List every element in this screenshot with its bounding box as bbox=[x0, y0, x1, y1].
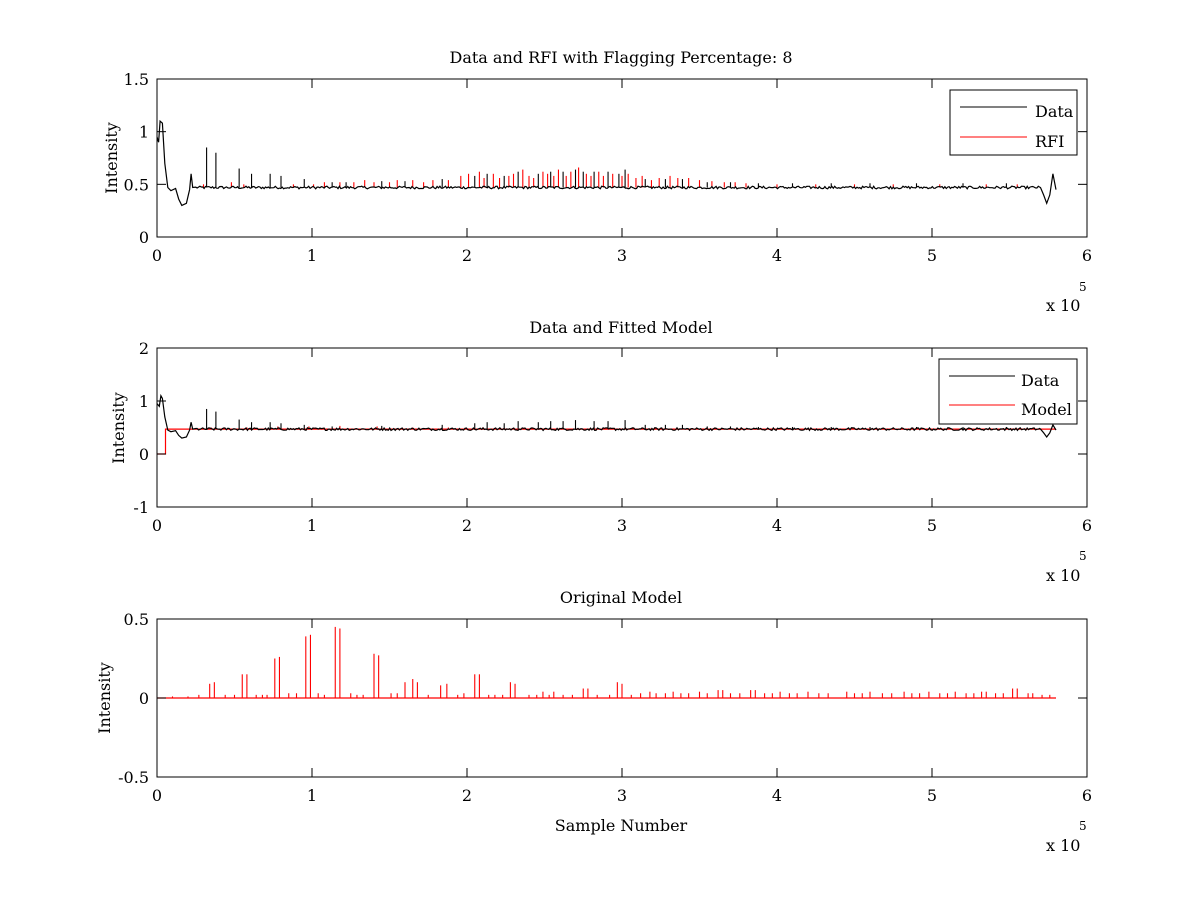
panel-rfi-series-data bbox=[156, 119, 1057, 207]
panel-original-x-exponent: 5 bbox=[1079, 819, 1087, 833]
panel-original-ylabel: Intensity bbox=[95, 662, 114, 734]
panel-original-xtick-label: 3 bbox=[617, 786, 627, 805]
panel-model-x-multiplier: x 10 bbox=[1046, 566, 1080, 585]
panel-model-title: Data and Fitted Model bbox=[529, 318, 712, 337]
panel-rfi-ytick-label: 1 bbox=[139, 123, 149, 142]
panel-model-xtick-label: 0 bbox=[152, 516, 162, 535]
panel-original-xtick-label: 5 bbox=[927, 786, 937, 805]
panel-model-xtick-label: 4 bbox=[772, 516, 782, 535]
panel-original-ytick-label: 0 bbox=[139, 689, 149, 708]
panel-rfi-xtick-label: 6 bbox=[1082, 246, 1092, 265]
panel-rfi-xtick-label: 5 bbox=[927, 246, 937, 265]
panel-model-legend-model-label: Model bbox=[1021, 400, 1072, 419]
panel-model-ytick-label: 0 bbox=[139, 445, 149, 464]
panel-original-xtick-label: 0 bbox=[152, 786, 162, 805]
panel-model-ytick-label: 1 bbox=[139, 392, 149, 411]
panel-rfi-xtick-label: 2 bbox=[462, 246, 472, 265]
panel-model-xticks: 0 1 2 3 4 5 6 bbox=[152, 348, 1092, 535]
panel-rfi-legend-box bbox=[949, 89, 1078, 156]
panel-model-xtick-label: 6 bbox=[1082, 516, 1092, 535]
panel-original-ytick-label: -0.5 bbox=[118, 768, 149, 787]
panel-original-title: Original Model bbox=[560, 588, 682, 607]
panel-model-legend-data-label: Data bbox=[1021, 371, 1060, 390]
panel-rfi-ytick-label: 0.5 bbox=[124, 175, 149, 194]
panel-original-xtick-label: 2 bbox=[462, 786, 472, 805]
panel-rfi: Data and RFI with Flagging Percentage: 8… bbox=[102, 48, 1092, 315]
panel-rfi-title: Data and RFI with Flagging Percentage: 8 bbox=[449, 48, 792, 67]
panel-original-series-model bbox=[157, 626, 1056, 699]
panel-original-xlabel: Sample Number bbox=[555, 816, 688, 835]
panel-original-xtick-label: 1 bbox=[307, 786, 317, 805]
panel-model-ylabel: Intensity bbox=[109, 392, 128, 464]
panel-rfi-legend-rfi-label: RFI bbox=[1035, 132, 1064, 151]
panel-rfi-ytick-label: 0 bbox=[139, 228, 149, 247]
panel-model-legend: Data Model bbox=[938, 358, 1078, 425]
panel-rfi-data-line bbox=[156, 119, 1057, 207]
panel-original-xtick-label: 6 bbox=[1082, 786, 1092, 805]
panel-rfi-xtick-label: 4 bbox=[772, 246, 782, 265]
panel-original-xtick-label: 4 bbox=[772, 786, 782, 805]
panel-model-yticks: -1 0 1 2 bbox=[133, 339, 1087, 517]
panel-rfi-x-multiplier: x 10 bbox=[1046, 296, 1080, 315]
panel-model-legend-box bbox=[938, 358, 1078, 425]
panel-original-xticks: 0 1 2 3 4 5 6 bbox=[152, 619, 1092, 805]
panel-model-ytick-label: 2 bbox=[139, 339, 149, 358]
panel-model-data-line bbox=[156, 393, 1057, 439]
panel-model-series-data bbox=[156, 393, 1057, 439]
panel-original-yticks: -0.5 0 0.5 bbox=[118, 610, 1087, 787]
panel-rfi-xtick-label: 0 bbox=[152, 246, 162, 265]
panel-rfi-legend-data-label: Data bbox=[1035, 102, 1074, 121]
panel-rfi-ytick-label: 1.5 bbox=[124, 70, 149, 89]
panel-original-x-multiplier: x 10 bbox=[1046, 836, 1080, 855]
panel-model-xtick-label: 2 bbox=[462, 516, 472, 535]
panel-rfi-x-exponent: 5 bbox=[1079, 280, 1087, 294]
panel-model-x-exponent: 5 bbox=[1079, 549, 1087, 563]
panel-rfi-xtick-label: 1 bbox=[307, 246, 317, 265]
panel-original-ytick-label: 0.5 bbox=[124, 610, 149, 629]
panel-rfi-legend: Data RFI bbox=[949, 89, 1078, 156]
panel-model-xtick-label: 5 bbox=[927, 516, 937, 535]
panel-rfi-xtick-label: 3 bbox=[617, 246, 627, 265]
panel-model-xtick-label: 1 bbox=[307, 516, 317, 535]
panel-rfi-xticks: 0 1 2 3 4 5 6 bbox=[152, 79, 1092, 265]
panel-model-xtick-label: 3 bbox=[617, 516, 627, 535]
panel-rfi-yticks: 0 0.5 1 1.5 bbox=[124, 70, 1087, 247]
panel-model-ytick-label: -1 bbox=[133, 498, 149, 517]
panel-rfi-ylabel: Intensity bbox=[102, 122, 121, 194]
